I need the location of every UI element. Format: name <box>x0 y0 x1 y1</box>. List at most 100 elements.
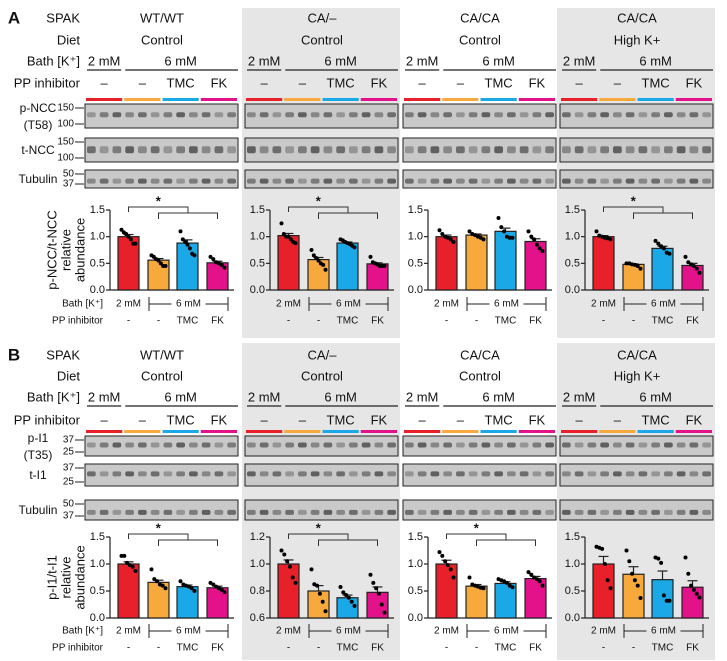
diet-label: Control <box>141 33 183 48</box>
blot-band <box>87 178 96 184</box>
blot-band <box>676 442 686 448</box>
chart-pp-label: TMC <box>652 643 674 654</box>
lane-group-color-bar <box>442 98 479 101</box>
data-point <box>686 260 691 265</box>
blot-band <box>600 471 609 477</box>
lane-group-color-bar <box>200 98 237 101</box>
pp-inhibitor-label: – <box>261 413 269 428</box>
data-point <box>510 235 515 240</box>
bath-6mm-label: 6 mM <box>482 390 515 405</box>
pp-inhibitor-label: FK <box>686 413 703 428</box>
blot-band <box>285 509 294 515</box>
blot-band <box>494 112 503 118</box>
chart-pp-label: FK <box>211 643 224 654</box>
data-point <box>451 240 456 244</box>
lane-group-color-bar <box>518 430 555 433</box>
diet-label: Control <box>141 369 183 384</box>
blot-band <box>638 509 648 515</box>
blot-band <box>259 146 269 154</box>
blot-band <box>456 146 465 154</box>
bath-6mm-label: 6 mM <box>639 54 672 69</box>
blot-band <box>349 178 358 184</box>
blot-band <box>689 509 699 515</box>
blot-band <box>349 442 358 448</box>
data-point <box>371 580 376 585</box>
blot-band <box>285 471 294 477</box>
blot-band <box>138 146 147 154</box>
blot-band <box>99 178 109 184</box>
y-tick-label: 1.5 <box>408 531 423 543</box>
blot-band <box>574 509 584 515</box>
blot-band <box>349 112 358 118</box>
chart-bath-title: Bath [K⁺] <box>62 626 103 637</box>
y-tick-label: 1.5 <box>250 204 265 216</box>
data-point <box>155 579 160 584</box>
data-point <box>279 221 284 226</box>
blot-band <box>285 178 294 184</box>
bath-2mm-label: 2 mM <box>248 390 281 405</box>
chart-bath-6mm-label: 6 mM <box>494 626 519 637</box>
blot-band <box>310 471 320 477</box>
data-point <box>122 553 127 558</box>
blot-band <box>519 509 529 515</box>
blot-band <box>405 471 414 477</box>
y-tick-label: 1.5 <box>90 204 105 216</box>
y-axis-label: relative <box>59 557 74 599</box>
pp-inhibitor-label: TMC <box>485 76 513 91</box>
chart-bath-2mm-label: 2 mM <box>434 626 459 637</box>
y-tick-label: 0.5 <box>408 585 423 597</box>
blot-band <box>532 442 542 448</box>
blot-band <box>285 112 294 118</box>
blot-band <box>227 178 236 184</box>
data-point <box>507 235 512 240</box>
western-blot <box>84 463 239 487</box>
y-tick-label: 1.0 <box>250 231 265 243</box>
blot-band <box>443 471 452 477</box>
data-point <box>481 586 486 591</box>
data-point <box>440 232 445 236</box>
data-point <box>152 577 157 582</box>
data-point <box>540 249 545 254</box>
pp-inhibitor-label: – <box>299 76 307 91</box>
data-point <box>219 262 224 267</box>
pp-inhibitor-label: TMC <box>642 76 670 91</box>
bar <box>494 230 517 291</box>
data-point <box>510 585 515 590</box>
bar <box>592 563 615 619</box>
blot-band <box>507 471 516 477</box>
blot-band <box>405 146 414 154</box>
chart-pp-label: - <box>317 316 320 327</box>
marker-kda-label: 37 <box>63 463 75 474</box>
data-point <box>602 562 607 566</box>
blot-band <box>468 509 478 515</box>
blot-band <box>676 471 686 477</box>
chart-pp-label: - <box>602 643 605 654</box>
blot-band <box>336 178 345 184</box>
data-point <box>183 240 188 244</box>
marker-kda-label: 150 <box>57 137 74 148</box>
y-tick-label: 0.8 <box>250 585 265 597</box>
blot-band <box>112 112 122 118</box>
lane-group-color-bar <box>404 430 441 433</box>
data-point <box>694 591 699 596</box>
lane-group-color-bar <box>124 430 161 433</box>
chart-pp-label: - <box>127 643 130 654</box>
marker-kda-label: 50 <box>63 169 75 180</box>
blot-band <box>613 509 622 515</box>
lane-group-color-bar <box>162 430 199 433</box>
blot-band <box>613 146 622 154</box>
blot-band <box>176 178 185 184</box>
blot-band <box>138 509 147 515</box>
western-blot <box>559 435 714 457</box>
data-point <box>448 237 453 242</box>
western-blot <box>244 103 399 129</box>
data-point <box>526 570 531 575</box>
significance-star: * <box>156 194 162 209</box>
blot-band <box>600 112 609 118</box>
bar <box>336 242 359 291</box>
blot-band <box>259 442 269 448</box>
blot-band <box>545 146 554 154</box>
blot-band <box>676 178 686 184</box>
blot-band <box>259 178 269 184</box>
western-blot <box>84 435 239 457</box>
